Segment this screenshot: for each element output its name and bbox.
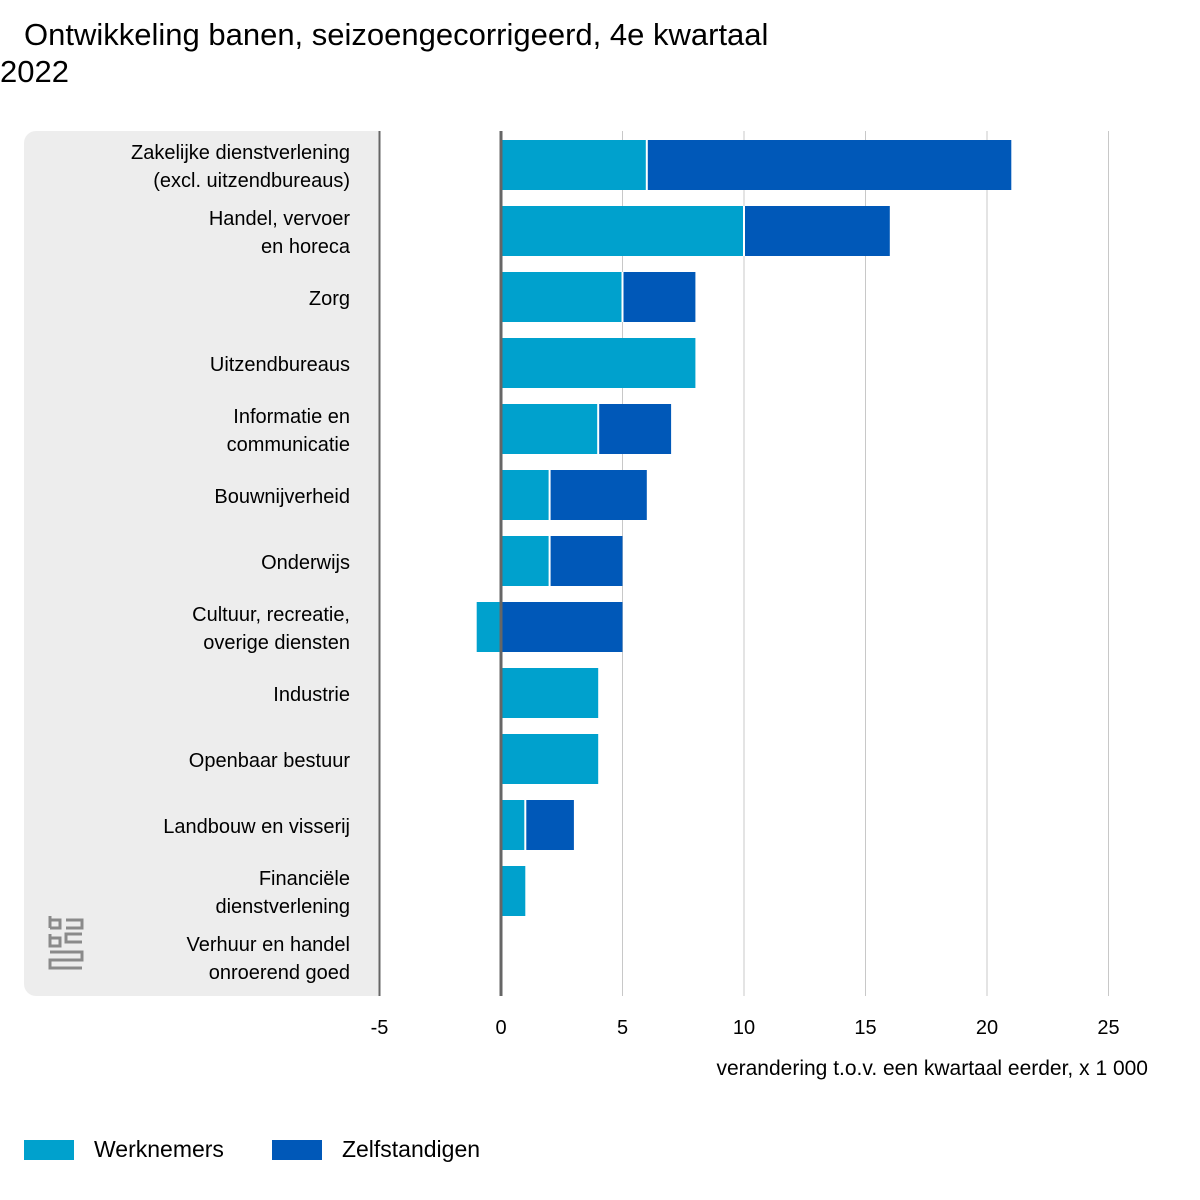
- bar-zelfstandigen-7: [501, 602, 623, 652]
- bar-werknemers-4: [501, 404, 599, 454]
- category-label: Informatie en communicatie: [227, 406, 350, 456]
- category-label: Verhuur en handel onroerend goed: [187, 934, 350, 984]
- bar-werknemers-2: [501, 272, 623, 322]
- bar-werknemers-1: [501, 206, 744, 256]
- bar-werknemers-6: [501, 536, 550, 586]
- category-label: Handel, vervoer en horeca: [209, 208, 351, 258]
- chart-title: Ontwikkeling banen, seizoengecorrigeerd,…: [0, 16, 900, 90]
- category-label: Uitzendbureaus: [210, 354, 350, 376]
- category-label: Landbouw en visserij: [163, 816, 350, 838]
- category-label: Zakelijke dienstverlening (excl. uitzendb…: [131, 142, 350, 192]
- bar-zelfstandigen-2: [622, 272, 696, 322]
- legend-item-werknemers: Werknemers: [24, 1136, 224, 1163]
- bar-zelfstandigen-0: [646, 140, 1012, 190]
- category-label-panel: [24, 131, 380, 996]
- chart-title-line-2: 2022: [0, 54, 69, 89]
- x-axis-label: verandering t.o.v. een kwartaal eerder, …: [716, 1057, 1148, 1080]
- category-label: Zorg: [309, 288, 350, 310]
- cbs-logo-icon: [48, 916, 84, 970]
- bar-zelfstandigen-5: [549, 470, 647, 520]
- bar-werknemers-7: [476, 602, 501, 652]
- legend-label-zelfstandigen: Zelfstandigen: [341, 1136, 481, 1162]
- legend-swatch-werknemers: [24, 1139, 74, 1160]
- bar-zelfstandigen-1: [744, 206, 890, 256]
- legend-item-zelfstandigen: Zelfstandigen: [271, 1136, 481, 1163]
- category-label: Financiële dienstverlening: [215, 868, 350, 918]
- legend-label-werknemers: Werknemers: [94, 1136, 224, 1162]
- x-tick-label: 10: [733, 1017, 755, 1039]
- bar-werknemers-8: [501, 668, 599, 718]
- x-tick-label: 5: [617, 1017, 628, 1039]
- bar-zelfstandigen-10: [525, 800, 574, 850]
- bar-zelfstandigen-6: [549, 536, 623, 586]
- category-label: Industrie: [273, 684, 350, 706]
- bar-zelfstandigen-4: [598, 404, 672, 454]
- legend-swatch-zelfstandigen: [271, 1139, 322, 1160]
- chart-title-line-1: Ontwikkeling banen, seizoengecorrigeerd,…: [24, 17, 769, 52]
- bar-werknemers-9: [501, 734, 599, 784]
- x-tick-label: 25: [1097, 1017, 1119, 1039]
- bar-werknemers-11: [501, 866, 526, 916]
- x-tick-label: 0: [495, 1017, 506, 1039]
- category-label: Cultuur, recreatie, overige diensten: [192, 604, 350, 654]
- category-label: Bouwnijverheid: [214, 486, 350, 508]
- bar-werknemers-0: [501, 140, 647, 190]
- category-label: Onderwijs: [261, 552, 350, 574]
- x-tick-label: -5: [371, 1017, 389, 1039]
- bar-werknemers-10: [501, 800, 526, 850]
- bar-werknemers-5: [501, 470, 550, 520]
- bar-werknemers-3: [501, 338, 696, 388]
- x-tick-label: 20: [976, 1017, 998, 1039]
- category-label: Openbaar bestuur: [189, 750, 351, 772]
- x-tick-label: 15: [854, 1017, 876, 1039]
- legend: Werknemers Zelfstandigen: [24, 1136, 528, 1163]
